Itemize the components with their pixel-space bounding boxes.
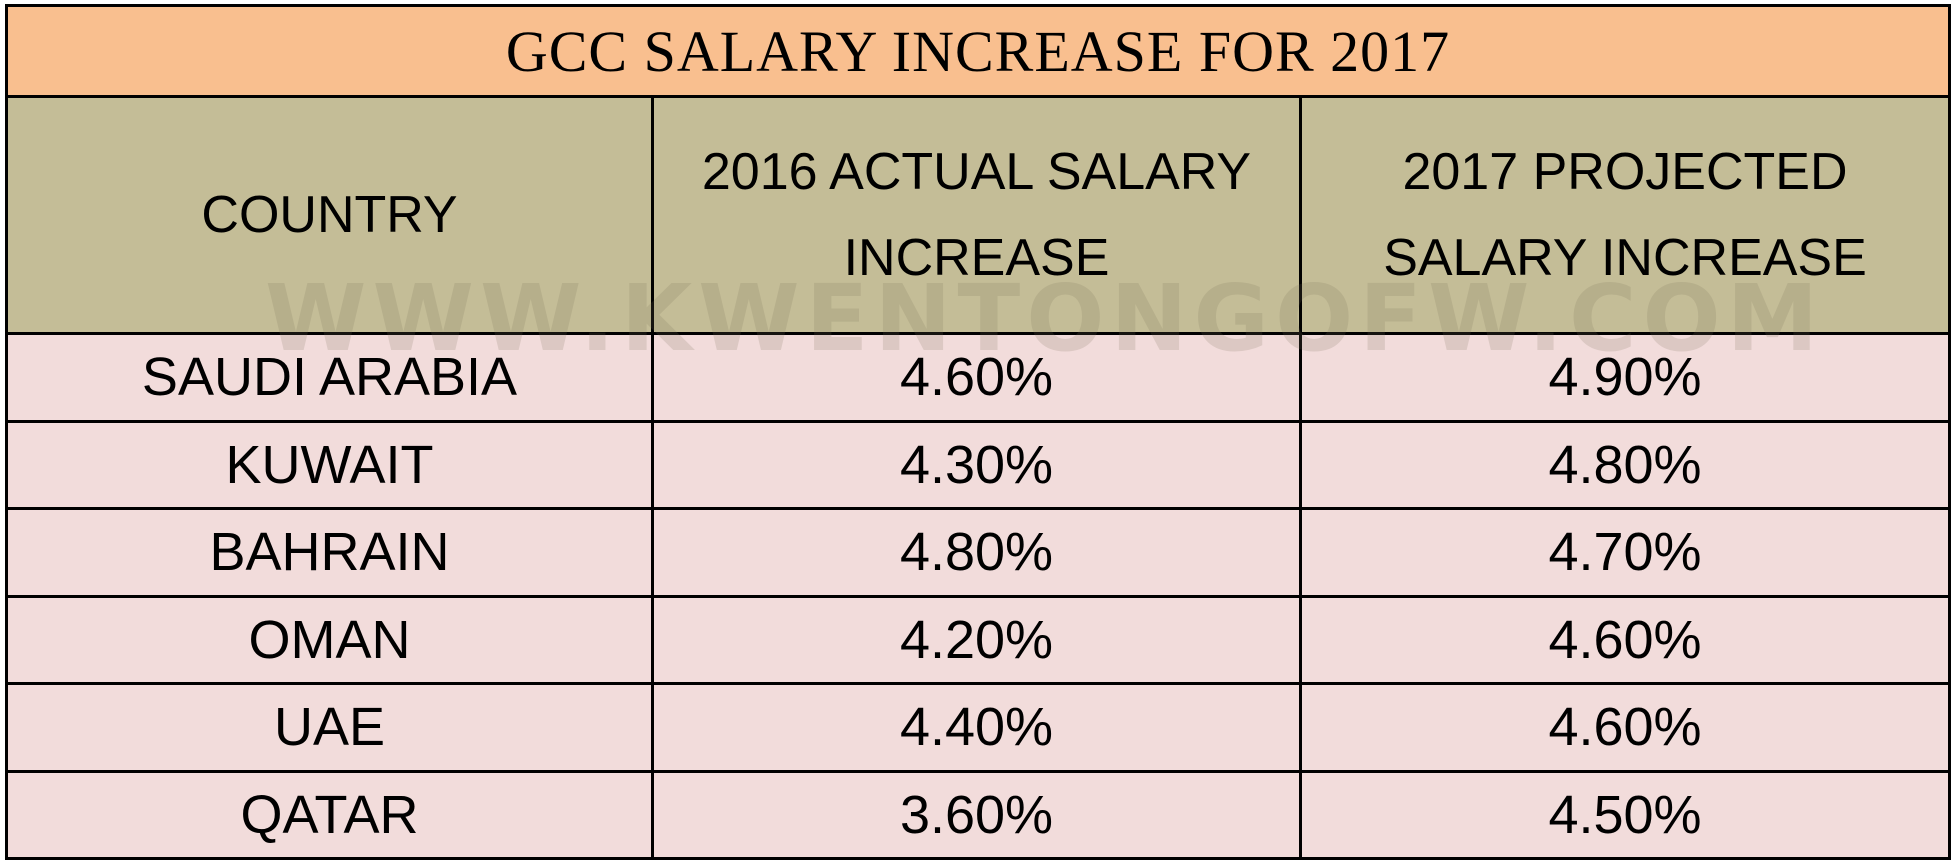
country-cell: KUWAIT <box>5 419 654 510</box>
projected-2017-cell: 4.60% <box>1299 594 1951 685</box>
projected-2017-cell: 4.50% <box>1299 769 1951 860</box>
actual-2016-cell: 3.60% <box>651 769 1302 860</box>
actual-2016-cell: 4.80% <box>651 507 1302 598</box>
table-body: SAUDI ARABIA 4.60% 4.90% KUWAIT 4.30% 4.80% BA… <box>5 332 1951 860</box>
projected-2017-cell: 4.70% <box>1299 507 1951 598</box>
table-row: SAUDI ARABIA 4.60% 4.90% <box>5 332 1951 423</box>
country-cell: OMAN <box>5 594 654 685</box>
actual-2016-cell: 4.40% <box>651 682 1302 773</box>
actual-2016-cell: 4.60% <box>651 332 1302 423</box>
table-row: OMAN 4.20% 4.60% <box>5 594 1951 685</box>
country-cell: UAE <box>5 682 654 773</box>
country-cell: QATAR <box>5 769 654 860</box>
title-row: GCC SALARY INCREASE FOR 2017 <box>5 4 1951 98</box>
table-row: KUWAIT 4.30% 4.80% <box>5 419 1951 510</box>
projected-2017-cell: 4.80% <box>1299 419 1951 510</box>
salary-increase-table: GCC SALARY INCREASE FOR 2017 COUNTRY 201… <box>5 4 1951 860</box>
column-header-2017-projected: 2017 PROJECTED SALARY INCREASE <box>1299 95 1951 335</box>
table-row: QATAR 3.60% 4.50% <box>5 769 1951 860</box>
header-row: COUNTRY 2016 ACTUAL SALARY INCREASE 2017… <box>5 95 1951 335</box>
table-row: BAHRAIN 4.80% 4.70% <box>5 507 1951 598</box>
salary-table-container: GCC SALARY INCREASE FOR 2017 COUNTRY 201… <box>5 4 1951 860</box>
actual-2016-cell: 4.30% <box>651 419 1302 510</box>
country-cell: SAUDI ARABIA <box>5 332 654 423</box>
column-header-2016-actual: 2016 ACTUAL SALARY INCREASE <box>651 95 1302 335</box>
column-header-country: COUNTRY <box>5 95 654 335</box>
table-title: GCC SALARY INCREASE FOR 2017 <box>5 4 1951 98</box>
country-cell: BAHRAIN <box>5 507 654 598</box>
projected-2017-cell: 4.60% <box>1299 682 1951 773</box>
actual-2016-cell: 4.20% <box>651 594 1302 685</box>
projected-2017-cell: 4.90% <box>1299 332 1951 423</box>
table-row: UAE 4.40% 4.60% <box>5 682 1951 773</box>
